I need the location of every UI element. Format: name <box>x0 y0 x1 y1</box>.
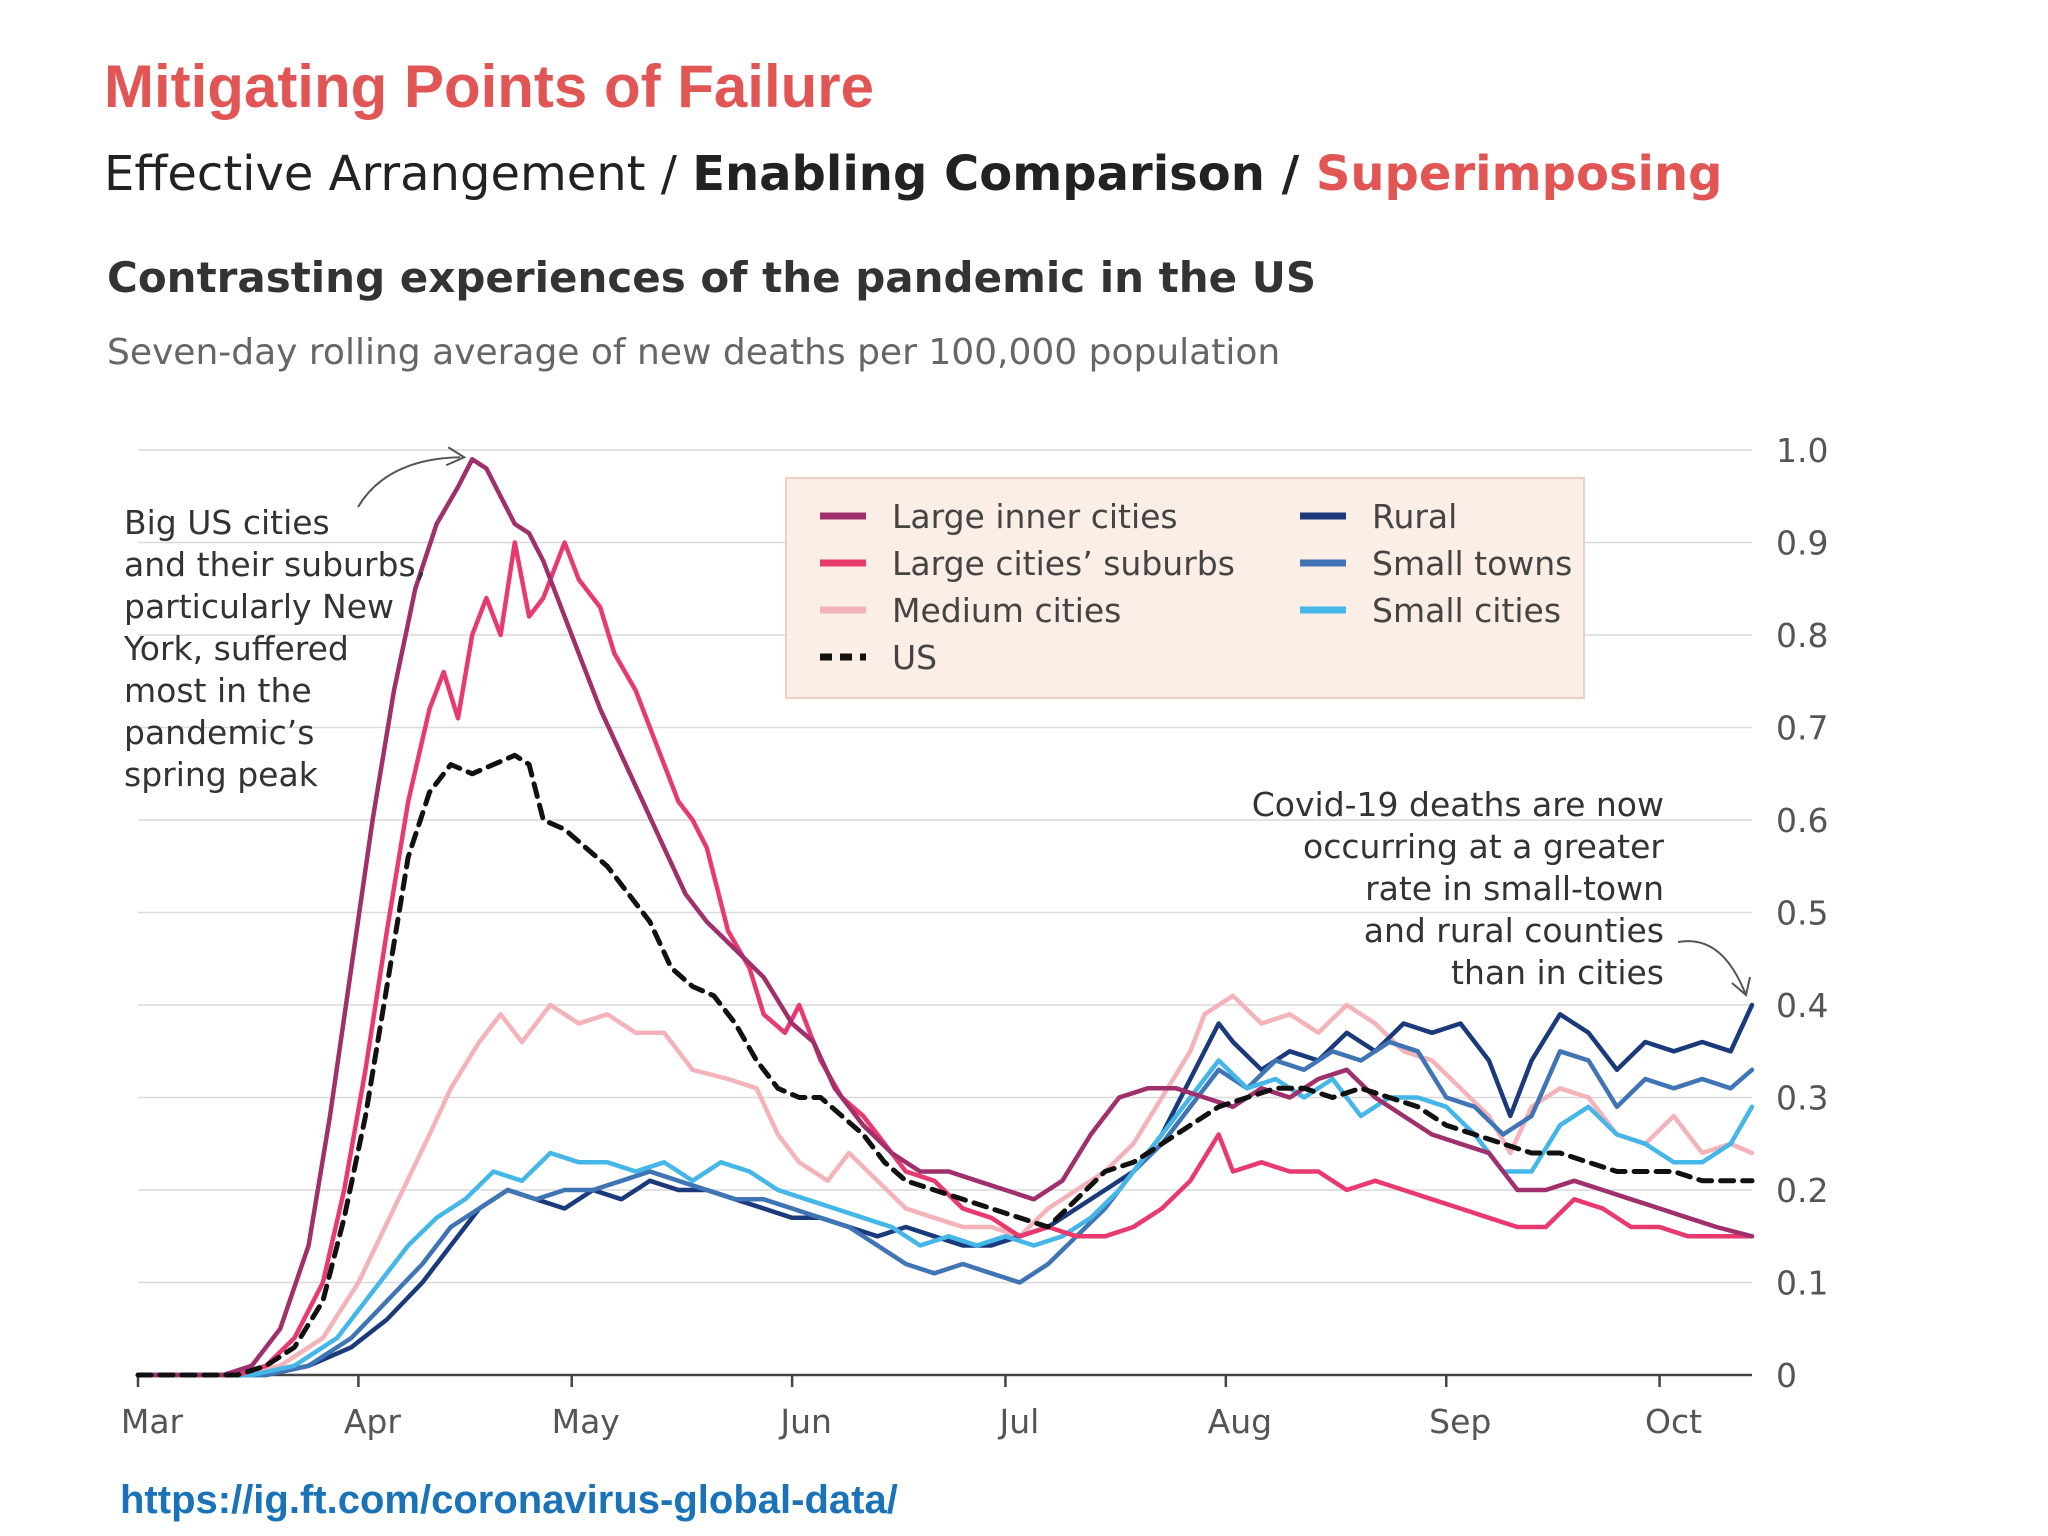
y-tick-label: 0 <box>1776 1356 1797 1395</box>
annotation-autumn: Covid-19 deaths are now occurring at a gr… <box>1252 785 1665 992</box>
y-tick-label: 0.6 <box>1776 801 1828 840</box>
y-tick-label: 0.3 <box>1776 1079 1828 1118</box>
annotation-spring-peak: Big US cities and their suburbs, particula… <box>123 503 426 794</box>
annotations: Big US cities and their suburbs, particula… <box>123 446 1751 997</box>
y-tick-label: 1.0 <box>1776 431 1828 470</box>
legend-label: US <box>892 638 937 677</box>
annotation-line: most in the <box>124 671 312 710</box>
breadcrumb-part-3: Superimposing <box>1315 146 1723 202</box>
x-tick-label: Aug <box>1208 1402 1272 1441</box>
legend-box <box>785 477 1585 699</box>
y-tick-label: 0.2 <box>1776 1171 1828 1210</box>
x-tick-label: May <box>552 1402 620 1441</box>
annotation-line: pandemic’s <box>124 713 314 752</box>
series-line <box>135 1039 1755 1378</box>
annotation-arrow-spring <box>357 456 461 508</box>
y-tick-label: 0.1 <box>1776 1264 1828 1303</box>
annotation-line: Covid-19 deaths are now <box>1252 785 1664 824</box>
annotation-line: than in cities <box>1451 953 1664 992</box>
legend-label: Small cities <box>1372 591 1561 630</box>
x-tick-label: Mar <box>121 1402 184 1441</box>
annotation-line: occurring at a greater <box>1303 827 1664 866</box>
series-lines <box>135 457 1755 1378</box>
annotation-line: and rural counties <box>1364 911 1664 950</box>
y-tick-label: 0.9 <box>1776 524 1828 563</box>
breadcrumb: Effective Arrangement / Enabling Compari… <box>104 146 1723 202</box>
x-tick-label: Jun <box>778 1402 832 1441</box>
annotation-line: Big US cities <box>124 503 330 542</box>
annotation-line: rate in small-town <box>1365 869 1664 908</box>
series-line <box>135 457 1755 1378</box>
x-tick-label: Sep <box>1429 1402 1491 1441</box>
legend-label: Rural <box>1372 497 1457 536</box>
chart-title: Contrasting experiences of the pandemic … <box>107 253 1316 302</box>
x-tick-label: Jul <box>998 1402 1040 1441</box>
annotation-line: particularly New <box>124 587 394 626</box>
y-tick-label: 0.8 <box>1776 616 1828 655</box>
series-line <box>135 993 1755 1378</box>
y-tick-label: 0.5 <box>1776 894 1828 933</box>
annotation-line: York, suffered <box>123 629 349 668</box>
series-line <box>135 1058 1755 1378</box>
annotation-line: spring peak <box>124 755 319 794</box>
legend-label: Large inner cities <box>892 497 1178 536</box>
arrowhead <box>1731 976 1751 997</box>
source-link[interactable]: https://ig.ft.com/coronavirus-global-dat… <box>120 1478 898 1522</box>
annotation-line: and their suburbs, <box>124 545 426 584</box>
chart-subtitle: Seven-day rolling average of new deaths … <box>107 332 1280 373</box>
breadcrumb-separator-2: / <box>1264 146 1316 202</box>
axes: 0 0.1 0.2 0.3 0.4 0.5 0.6 0.7 0.8 0.9 1.0 Mar Apr May… <box>121 431 1829 1441</box>
annotation-arrow-autumn <box>1677 940 1747 996</box>
x-tick-label: Apr <box>344 1402 402 1441</box>
breadcrumb-part-2: Enabling Comparison <box>692 146 1265 202</box>
arrowhead <box>445 446 467 467</box>
breadcrumb-part-1: Effective Arrangement <box>104 146 646 202</box>
legend-label: Medium cities <box>892 591 1121 630</box>
series-line <box>135 752 1755 1378</box>
x-tick-label: Oct <box>1645 1402 1702 1441</box>
slide-title: Mitigating Points of Failure <box>104 53 874 120</box>
legend-label: Large cities’ suburbs <box>892 544 1235 583</box>
legend-label: Small towns <box>1372 544 1572 583</box>
breadcrumb-separator-1: / <box>645 146 693 202</box>
y-tick-label: 0.4 <box>1776 986 1828 1025</box>
legend: Large inner cities Large cities’ suburbs M… <box>785 477 1585 699</box>
y-tick-label: 0.7 <box>1776 709 1828 748</box>
